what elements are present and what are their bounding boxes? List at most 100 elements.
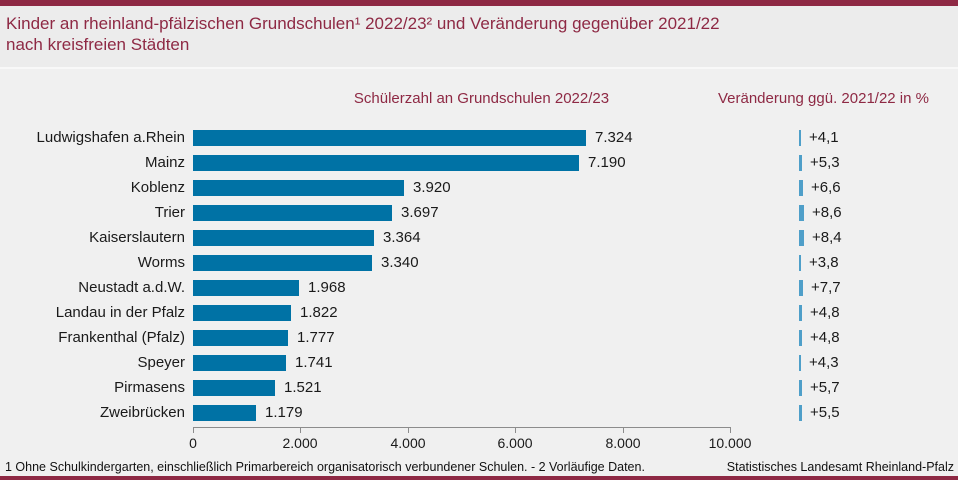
students-bar-cell: 1.179 — [193, 404, 730, 421]
students-bar — [193, 154, 579, 171]
table-row: Zweibrücken 1.179 +5,5 — [0, 400, 958, 425]
students-bar-cell: 1.777 — [193, 329, 730, 346]
city-label: Neustadt a.d.W. — [78, 279, 185, 296]
x-axis-tick — [623, 427, 624, 433]
city-label: Kaiserslautern — [89, 229, 185, 246]
change-bar-cell: +8,6 — [799, 204, 958, 221]
city-label: Mainz — [144, 154, 185, 171]
students-value-label: 1.968 — [308, 279, 346, 296]
city-label: Trier — [154, 204, 185, 221]
change-bar-cell: +5,7 — [799, 379, 958, 396]
students-bar-cell: 1.741 — [193, 354, 730, 371]
change-bar — [799, 279, 803, 296]
change-bar — [799, 329, 802, 346]
table-row: Landau in der Pfalz 1.822 +4,8 — [0, 300, 958, 325]
source-text: Statistisches Landesamt Rheinland-Pfalz — [726, 460, 954, 474]
city-label: Zweibrücken — [99, 404, 185, 421]
students-bar-cell: 7.190 — [193, 154, 730, 171]
column-headers: Schülerzahl an Grundschulen 2022/23 Verä… — [0, 90, 958, 110]
students-bar-cell: 3.697 — [193, 204, 730, 221]
students-bar-cell: 1.521 — [193, 379, 730, 396]
change-bar — [799, 204, 804, 221]
students-bar — [193, 229, 374, 246]
students-bar-cell: 7.324 — [193, 129, 730, 146]
x-axis-tick-label: 2.000 — [282, 435, 318, 451]
students-bar — [193, 304, 291, 321]
x-axis-tick-label: 6.000 — [497, 435, 533, 451]
change-bar-cell: +4,1 — [799, 129, 958, 146]
students-value-label: 1.521 — [284, 379, 322, 396]
page-title-line-1: Kinder an rheinland-pfälzischen Grundsch… — [6, 14, 720, 33]
students-value-label: 1.741 — [295, 354, 333, 371]
change-value-label: +5,5 — [810, 404, 840, 421]
change-bar — [799, 179, 803, 196]
x-axis-tick — [730, 427, 731, 433]
x-axis-tick — [408, 427, 409, 433]
students-value-label: 1.179 — [265, 404, 303, 421]
table-row: Worms 3.340 +3,8 — [0, 250, 958, 275]
change-bar-cell: +3,8 — [799, 254, 958, 271]
bar-chart-rows: Ludwigshafen a.Rhein 7.324 +4,1 Mainz 7.190 +… — [0, 125, 958, 425]
x-axis-tick-label: 4.000 — [390, 435, 426, 451]
students-value-label: 7.324 — [595, 129, 633, 146]
students-bar-cell: 1.968 — [193, 279, 730, 296]
table-row: Neustadt a.d.W. 1.968 +7,7 — [0, 275, 958, 300]
table-row: Speyer 1.741 +4,3 — [0, 350, 958, 375]
students-value-label: 3.340 — [381, 254, 419, 271]
students-bar — [193, 179, 404, 196]
city-label: Landau in der Pfalz — [55, 304, 185, 321]
change-bar-cell: +5,3 — [799, 154, 958, 171]
change-bar-cell: +4,8 — [799, 329, 958, 346]
change-value-label: +4,8 — [810, 329, 840, 346]
change-value-label: +7,7 — [811, 279, 841, 296]
change-bar-cell: +8,4 — [799, 229, 958, 246]
chart-header-students: Schülerzahl an Grundschulen 2022/23 — [353, 90, 610, 107]
city-label: Pirmasens — [114, 379, 185, 396]
change-bar-cell: +6,6 — [799, 179, 958, 196]
city-label: Frankenthal (Pfalz) — [58, 329, 185, 346]
change-value-label: +4,3 — [809, 354, 839, 371]
city-label: Ludwigshafen a.Rhein — [36, 129, 185, 146]
city-label: Worms — [137, 254, 185, 271]
footnote-text: 1 Ohne Schulkindergarten, einschließlich… — [5, 460, 645, 474]
students-bar — [193, 354, 286, 371]
table-row: Ludwigshafen a.Rhein 7.324 +4,1 — [0, 125, 958, 150]
change-value-label: +4,1 — [809, 129, 839, 146]
change-bar — [799, 154, 802, 171]
city-label: Koblenz — [130, 179, 185, 196]
students-bar — [193, 404, 256, 421]
table-row: Kaiserslautern 3.364 +8,4 — [0, 225, 958, 250]
change-bar — [799, 254, 801, 271]
students-bar — [193, 379, 275, 396]
footer: 1 Ohne Schulkindergarten, einschließlich… — [0, 458, 958, 474]
change-bar-cell: +4,8 — [799, 304, 958, 321]
table-row: Trier 3.697 +8,6 — [0, 200, 958, 225]
change-bar-cell: +5,5 — [799, 404, 958, 421]
x-axis-tick — [515, 427, 516, 433]
students-bar — [193, 329, 288, 346]
change-bar — [799, 404, 802, 421]
x-axis: 0 2.000 4.000 6.000 8.000 10.000 — [189, 427, 751, 453]
students-value-label: 3.364 — [383, 229, 421, 246]
change-bar — [799, 379, 802, 396]
students-bar — [193, 279, 299, 296]
students-bar-cell: 3.364 — [193, 229, 730, 246]
change-bar-cell: +7,7 — [799, 279, 958, 296]
change-value-label: +8,6 — [812, 204, 842, 221]
change-value-label: +8,4 — [812, 229, 842, 246]
table-row: Mainz 7.190 +5,3 — [0, 150, 958, 175]
students-value-label: 1.777 — [297, 329, 335, 346]
table-row: Pirmasens 1.521 +5,7 — [0, 375, 958, 400]
students-value-label: 7.190 — [588, 154, 626, 171]
x-axis-tick-label: 8.000 — [605, 435, 641, 451]
x-axis-tick-label: 10.000 — [708, 435, 752, 451]
change-value-label: +3,8 — [809, 254, 839, 271]
change-value-label: +4,8 — [810, 304, 840, 321]
change-bar — [799, 304, 802, 321]
x-axis-tick — [193, 427, 194, 433]
change-value-label: +5,3 — [810, 154, 840, 171]
change-bar — [799, 129, 801, 146]
change-bar-cell: +4,3 — [799, 354, 958, 371]
students-value-label: 1.822 — [300, 304, 338, 321]
